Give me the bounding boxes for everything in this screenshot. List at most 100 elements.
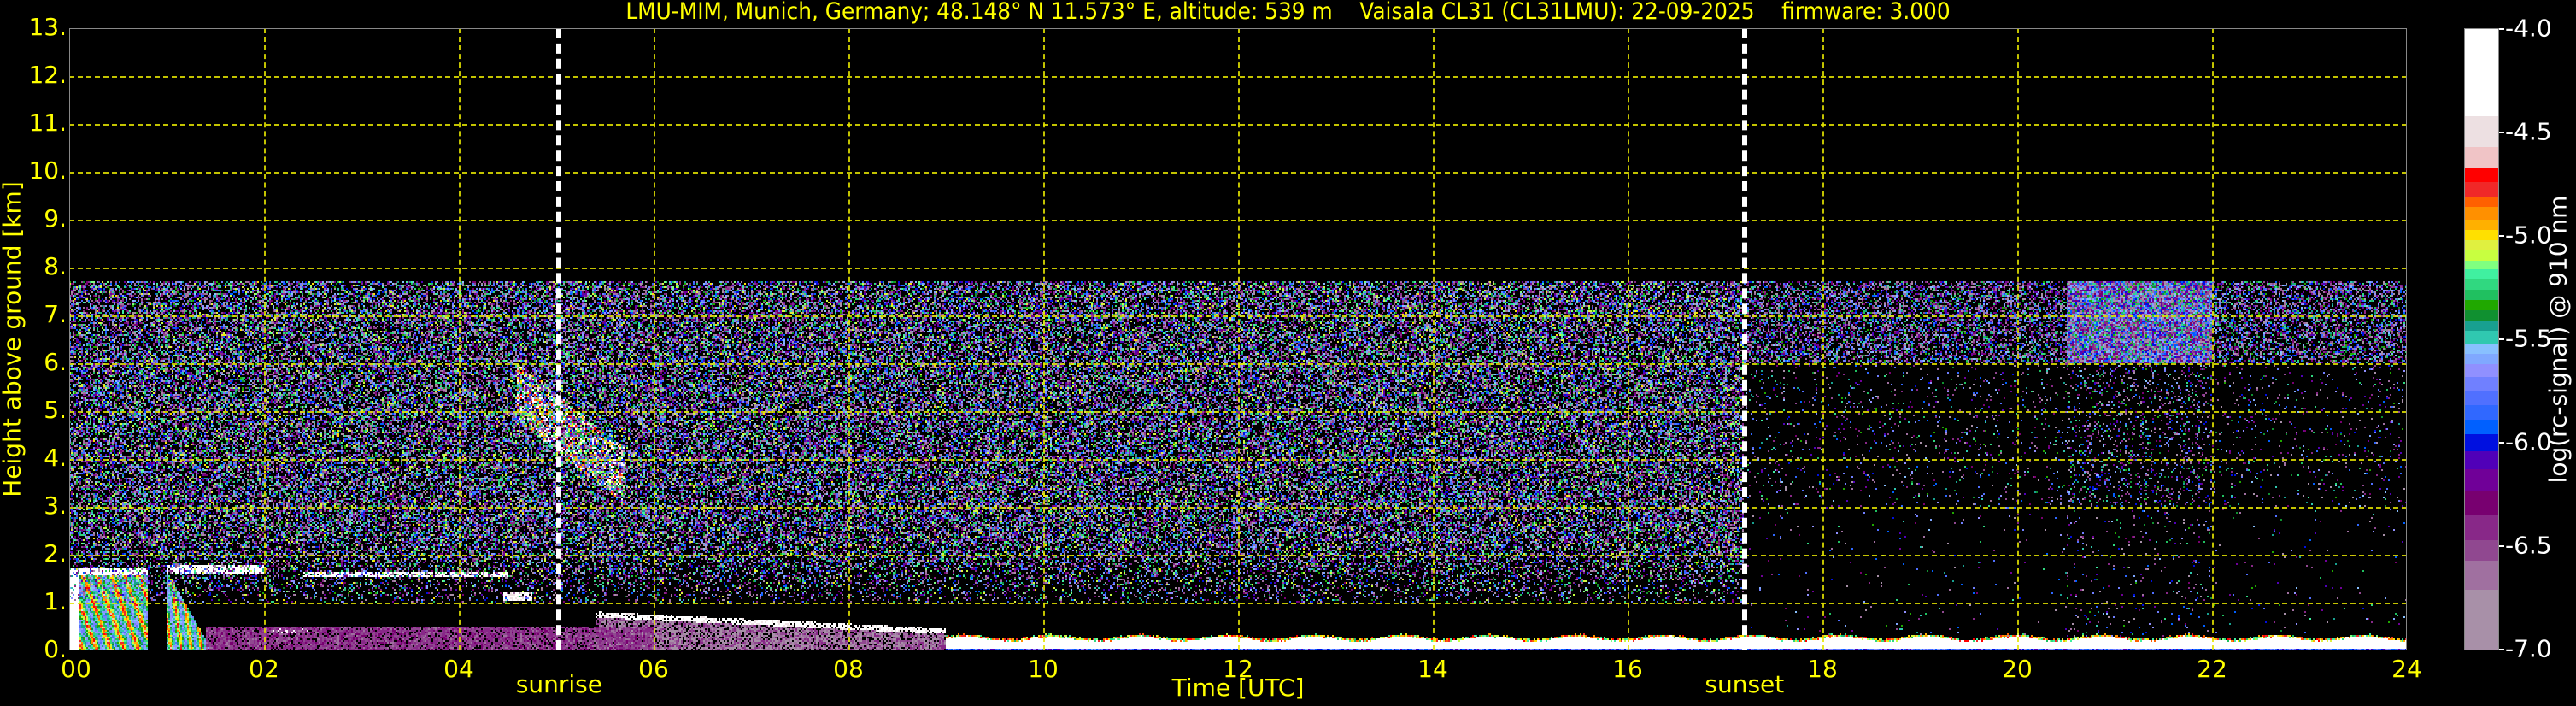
grid-line-x bbox=[2017, 28, 2019, 650]
x-tick-label: 14 bbox=[1417, 655, 1448, 683]
x-tick-label: 22 bbox=[2197, 655, 2227, 683]
x-tick-label: 16 bbox=[1612, 655, 1643, 683]
grid-line-x bbox=[1628, 28, 1629, 650]
x-tick-label: 02 bbox=[249, 655, 279, 683]
colorbar-tick bbox=[2499, 649, 2504, 650]
x-tick-label: 06 bbox=[638, 655, 669, 683]
colorbar-segment bbox=[2465, 376, 2498, 391]
colorbar-tick-label: -4.5 bbox=[2505, 117, 2552, 146]
grid-line-y bbox=[69, 507, 2407, 509]
grid-line-y bbox=[69, 124, 2407, 126]
chart-title: LMU-MIM, Munich, Germany; 48.148° N 11.5… bbox=[625, 0, 1951, 25]
colorbar-segment bbox=[2465, 261, 2498, 270]
grid-line-x bbox=[1433, 28, 1435, 650]
grid-line-y bbox=[69, 603, 2407, 604]
colorbar-segment bbox=[2465, 115, 2498, 148]
y-tick-label: 10. bbox=[28, 156, 67, 185]
grid-line-x bbox=[459, 28, 461, 650]
plot-area bbox=[69, 28, 2407, 650]
y-tick-label: 1. bbox=[44, 586, 67, 615]
grid-line-y bbox=[69, 459, 2407, 461]
colorbar-segment bbox=[2465, 343, 2498, 355]
colorbar-tick bbox=[2499, 338, 2504, 340]
grid-line-y bbox=[69, 315, 2407, 317]
colorbar bbox=[2464, 28, 2499, 650]
colorbar-segment bbox=[2465, 331, 2498, 344]
colorbar-segment bbox=[2465, 29, 2498, 117]
x-axis-label: Time [UTC] bbox=[1171, 674, 1305, 702]
colorbar-segment bbox=[2465, 300, 2498, 311]
colorbar-tick bbox=[2499, 235, 2504, 237]
x-tick-label: 18 bbox=[1807, 655, 1838, 683]
sunrise-line bbox=[556, 28, 562, 650]
y-tick-label: 0. bbox=[44, 634, 67, 663]
x-tick-label: 10 bbox=[1028, 655, 1059, 683]
colorbar-segment bbox=[2465, 364, 2498, 378]
x-tick-label: 20 bbox=[2002, 655, 2033, 683]
colorbar-segment bbox=[2465, 239, 2498, 251]
grid-line-y bbox=[69, 76, 2407, 78]
colorbar-segment bbox=[2465, 310, 2498, 321]
sunrise-label: sunrise bbox=[515, 670, 602, 698]
colorbar-segment bbox=[2465, 434, 2498, 452]
colorbar-segment bbox=[2465, 391, 2498, 406]
colorbar-segment bbox=[2465, 353, 2498, 365]
grid-line-y bbox=[69, 363, 2407, 365]
grid-line-x bbox=[264, 28, 266, 650]
colorbar-segment bbox=[2465, 182, 2498, 197]
colorbar-tick bbox=[2499, 545, 2504, 547]
colorbar-segment bbox=[2465, 420, 2498, 435]
x-tick-label: 24 bbox=[2391, 655, 2422, 683]
colorbar-tick-label: -6.5 bbox=[2505, 531, 2552, 560]
y-axis-label: Height above ground [km] bbox=[0, 181, 26, 497]
colorbar-segment bbox=[2465, 560, 2498, 591]
y-tick-label: 7. bbox=[44, 299, 67, 328]
colorbar-tick bbox=[2499, 442, 2504, 444]
grid-line-y bbox=[69, 172, 2407, 174]
colorbar-segment bbox=[2465, 450, 2498, 470]
x-tick-label: 04 bbox=[443, 655, 474, 683]
y-tick-label: 9. bbox=[44, 203, 67, 232]
colorbar-segment bbox=[2465, 229, 2498, 241]
colorbar-tick bbox=[2499, 132, 2504, 133]
grid-line-y bbox=[69, 268, 2407, 269]
sunset-label: sunset bbox=[1705, 670, 1785, 698]
colorbar-segment bbox=[2465, 207, 2498, 221]
grid-line-x bbox=[1043, 28, 1045, 650]
colorbar-segment bbox=[2465, 490, 2498, 516]
grid-line-x bbox=[848, 28, 850, 650]
colorbar-segment bbox=[2465, 469, 2498, 491]
x-tick-label: 12 bbox=[1223, 655, 1253, 683]
grid-line-x bbox=[654, 28, 655, 650]
grid-line-y bbox=[69, 220, 2407, 221]
colorbar-tick-label: -4.0 bbox=[2505, 14, 2552, 43]
colorbar-tick-label: -7.0 bbox=[2505, 634, 2552, 663]
y-tick-label: 2. bbox=[44, 538, 67, 568]
y-tick-label: 8. bbox=[44, 251, 67, 280]
grid-line-y bbox=[69, 555, 2407, 556]
colorbar-segment bbox=[2465, 197, 2498, 208]
colorbar-segment bbox=[2465, 539, 2498, 562]
x-tick-label: 00 bbox=[61, 655, 91, 683]
colorbar-tick-label: -6.0 bbox=[2505, 427, 2552, 456]
colorbar-tick-label: -5.0 bbox=[2505, 221, 2552, 250]
colorbar-segment bbox=[2465, 250, 2498, 262]
sunset-line bbox=[1741, 28, 1747, 650]
x-tick-label: 08 bbox=[833, 655, 864, 683]
y-tick-label: 13. bbox=[28, 12, 67, 41]
y-tick-label: 3. bbox=[44, 491, 67, 520]
y-tick-label: 4. bbox=[44, 443, 67, 472]
colorbar-tick-label: -5.5 bbox=[2505, 324, 2552, 353]
colorbar-segment bbox=[2465, 268, 2498, 280]
colorbar-label: log(rc-signal) @ 910 nm bbox=[2544, 195, 2573, 484]
colorbar-tick bbox=[2499, 28, 2504, 30]
y-tick-label: 12. bbox=[28, 60, 67, 89]
colorbar-segment bbox=[2465, 146, 2498, 168]
colorbar-segment bbox=[2465, 589, 2498, 650]
colorbar-segment bbox=[2465, 219, 2498, 231]
colorbar-segment bbox=[2465, 405, 2498, 421]
y-tick-label: 5. bbox=[44, 395, 67, 424]
colorbar-segment bbox=[2465, 168, 2498, 183]
grid-line-x bbox=[1238, 28, 1240, 650]
y-tick-label: 6. bbox=[44, 347, 67, 376]
